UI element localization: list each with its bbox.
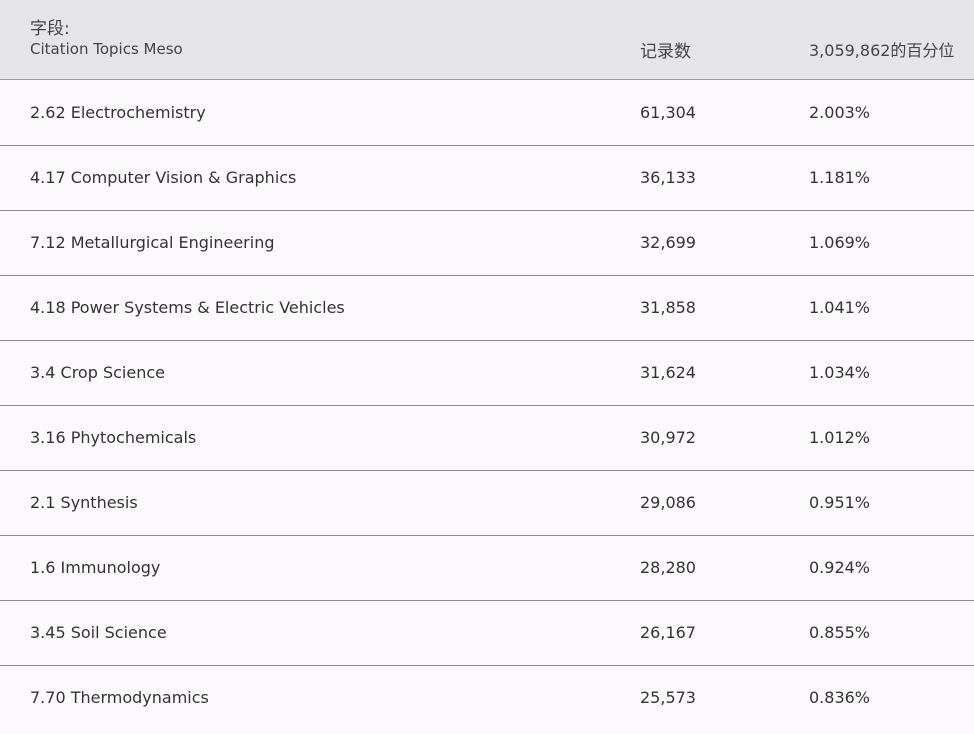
records-cell: 29,086	[640, 493, 696, 512]
percent-cell: 0.924%	[809, 558, 871, 577]
table-row: 3.45 Soil Science 26,167 0.855%	[0, 601, 974, 666]
records-cell: 25,573	[640, 688, 696, 707]
topic-cell: 3.16 Phytochemicals	[30, 428, 197, 447]
records-cell: 28,280	[640, 558, 696, 577]
topic-cell: 7.70 Thermodynamics	[30, 688, 209, 707]
table-row: 1.6 Immunology 28,280 0.924%	[0, 536, 974, 601]
table-row: 3.4 Crop Science 31,624 1.034%	[0, 341, 974, 406]
topic-cell: 4.18 Power Systems & Electric Vehicles	[30, 298, 345, 317]
records-cell: 32,699	[640, 233, 696, 252]
records-cell: 31,858	[640, 298, 696, 317]
records-cell: 31,624	[640, 363, 696, 382]
table-row: 2.62 Electrochemistry 61,304 2.003%	[0, 81, 974, 146]
records-cell: 26,167	[640, 623, 696, 642]
percent-cell: 1.034%	[809, 363, 871, 382]
topic-cell: 3.45 Soil Science	[30, 623, 167, 642]
topic-cell: 4.17 Computer Vision & Graphics	[30, 168, 297, 187]
percent-cell: 0.951%	[809, 493, 871, 512]
percent-cell: 1.012%	[809, 428, 871, 447]
topic-cell: 1.6 Immunology	[30, 558, 161, 577]
percent-column-header[interactable]: 3,059,862的百分位	[809, 41, 955, 60]
table-row: 3.16 Phytochemicals 30,972 1.012%	[0, 406, 974, 471]
field-label: 字段:	[30, 19, 70, 39]
records-cell: 36,133	[640, 168, 696, 187]
records-column-header[interactable]: 记录数	[640, 42, 691, 62]
field-name-header[interactable]: Citation Topics Meso	[30, 40, 183, 58]
topic-cell: 2.1 Synthesis	[30, 493, 138, 512]
topic-cell: 3.4 Crop Science	[30, 363, 165, 382]
percent-cell: 0.855%	[809, 623, 871, 642]
table-row: 2.1 Synthesis 29,086 0.951%	[0, 471, 974, 536]
topic-cell: 7.12 Metallurgical Engineering	[30, 233, 275, 252]
percent-cell: 2.003%	[809, 103, 871, 122]
records-cell: 61,304	[640, 103, 696, 122]
topic-cell: 2.62 Electrochemistry	[30, 103, 206, 122]
percent-cell: 0.836%	[809, 688, 871, 707]
table-body: 2.62 Electrochemistry 61,304 2.003% 4.17…	[0, 81, 974, 730]
table-row: 7.12 Metallurgical Engineering 32,699 1.…	[0, 211, 974, 276]
table-header: 字段: Citation Topics Meso 记录数 3,059,862的百…	[0, 0, 974, 80]
table-row: 4.17 Computer Vision & Graphics 36,133 1…	[0, 146, 974, 211]
percent-cell: 1.069%	[809, 233, 871, 252]
records-cell: 30,972	[640, 428, 696, 447]
table-row: 4.18 Power Systems & Electric Vehicles 3…	[0, 276, 974, 341]
percent-cell: 1.041%	[809, 298, 871, 317]
percent-cell: 1.181%	[809, 168, 871, 187]
table-row: 7.70 Thermodynamics 25,573 0.836%	[0, 666, 974, 730]
